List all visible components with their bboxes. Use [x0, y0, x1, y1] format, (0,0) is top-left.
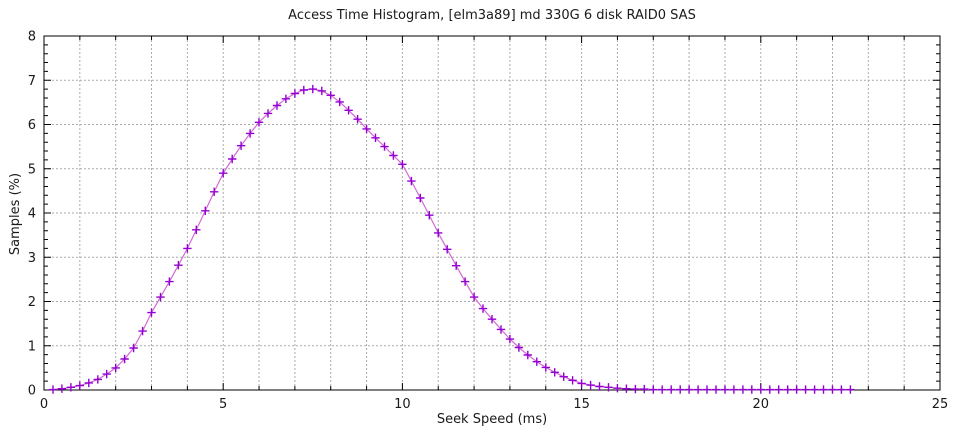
- data-point-markers: [48, 84, 855, 394]
- x-tick-label: 5: [219, 397, 227, 412]
- y-tick-label: 2: [28, 295, 36, 310]
- y-tick-label: 4: [28, 207, 36, 222]
- tick-labels: 0 5 10 15 20 25 0 1 2 3 4 5 6 7 8: [28, 30, 949, 413]
- y-tick-label: 5: [28, 162, 36, 177]
- x-tick-label: 10: [394, 397, 411, 412]
- y-tick-label: 1: [28, 339, 36, 354]
- y-tick-label: 3: [28, 251, 36, 266]
- data-line: [52, 88, 851, 391]
- y-tick-label: 7: [28, 74, 36, 89]
- chart-title: Access Time Histogram, [elm3a89] md 330G…: [288, 8, 696, 23]
- x-axis-label: Seek Speed (ms): [436, 412, 548, 427]
- y-tick-label: 8: [28, 30, 36, 45]
- x-tick-label: 25: [932, 397, 949, 412]
- x-tick-label: 20: [753, 397, 770, 412]
- grid-lines: [44, 36, 940, 390]
- x-tick-label: 15: [573, 397, 590, 412]
- plot-border: [43, 35, 941, 391]
- y-tick-label: 0: [28, 384, 36, 399]
- x-tick-label: 0: [40, 397, 48, 412]
- y-tick-label: 6: [28, 118, 36, 133]
